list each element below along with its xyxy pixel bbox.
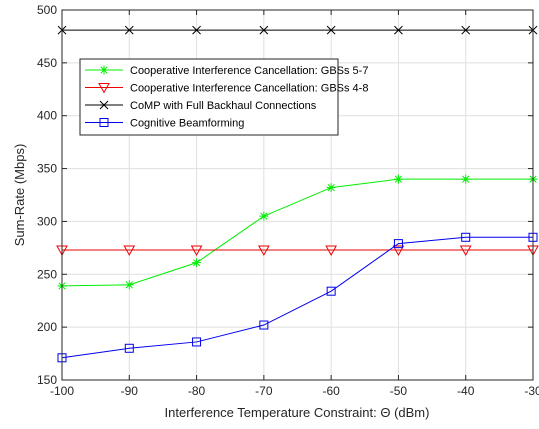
y-tick-label: 250 xyxy=(37,267,57,281)
data-point xyxy=(325,245,337,257)
x-axis-title: Interference Temperature Constraint: Θ (… xyxy=(165,405,430,420)
y-tick-label: 450 xyxy=(37,56,57,70)
data-point xyxy=(461,232,471,242)
x-tick-label: -100 xyxy=(50,384,74,398)
data-point xyxy=(124,280,134,290)
y-tick-label: 200 xyxy=(37,320,57,334)
data-point xyxy=(393,174,403,184)
data-point xyxy=(192,25,201,35)
x-tick-label: -70 xyxy=(255,384,273,398)
series-2 xyxy=(57,25,538,35)
data-point xyxy=(259,211,269,221)
y-tick-label: 150 xyxy=(37,373,57,387)
data-point xyxy=(259,25,269,35)
data-point xyxy=(394,25,403,35)
series-line xyxy=(61,236,533,359)
data-point xyxy=(461,25,471,35)
data-point xyxy=(326,183,336,193)
legend-item: Cognitive Beamforming xyxy=(85,118,244,130)
x-tick-label: -80 xyxy=(188,384,206,398)
data-point xyxy=(392,245,405,257)
legend-label: Cooperative Interference Cancellation: G… xyxy=(130,65,368,77)
y-tick-label: 350 xyxy=(37,162,57,176)
data-point xyxy=(459,245,472,257)
plot-frame xyxy=(61,9,534,381)
legend-label: Cognitive Beamforming xyxy=(130,118,244,130)
legend-marker xyxy=(98,83,110,94)
series-line xyxy=(61,178,533,287)
data-point xyxy=(393,239,403,249)
legend-marker xyxy=(99,100,109,110)
x-tick-label: -90 xyxy=(121,384,139,398)
x-tick-label: -40 xyxy=(457,384,475,398)
x-tick-label: -60 xyxy=(322,384,340,398)
data-point xyxy=(123,245,136,257)
data-point xyxy=(326,25,336,35)
data-point xyxy=(326,286,336,296)
y-tick-label: 500 xyxy=(37,3,57,17)
legend-label: CoMP with Full Backhaul Connections xyxy=(130,100,317,112)
legend-item: Cooperative Interference Cancellation: G… xyxy=(85,65,368,77)
y-axis-title: Sum-Rate (Mbps) xyxy=(12,144,27,247)
legend-marker xyxy=(99,65,109,75)
legend-label: Cooperative Interference Cancellation: G… xyxy=(130,83,368,95)
x-tick-label: -30 xyxy=(524,384,539,398)
legend: Cooperative Interference Cancellation: G… xyxy=(79,58,368,136)
data-point xyxy=(192,258,202,268)
axis-ticks: -100 -90 -80 -70 -60 -50 -40 -30 150 200 250 300 350… xyxy=(37,3,539,398)
data-point xyxy=(259,320,269,330)
data-point xyxy=(461,174,471,184)
legend-item: CoMP with Full Backhaul Connections xyxy=(85,100,317,112)
data-point xyxy=(192,337,202,347)
y-tick-label: 300 xyxy=(37,214,57,228)
x-tick-label: -50 xyxy=(390,384,408,398)
series-3 xyxy=(57,232,538,363)
data-point xyxy=(190,245,203,257)
data-point xyxy=(124,343,134,353)
y-tick-label: 400 xyxy=(37,109,57,123)
legend-item: Cooperative Interference Cancellation: G… xyxy=(85,83,368,95)
data-point xyxy=(258,245,270,257)
data-point xyxy=(124,25,134,35)
legend-marker xyxy=(99,118,109,127)
